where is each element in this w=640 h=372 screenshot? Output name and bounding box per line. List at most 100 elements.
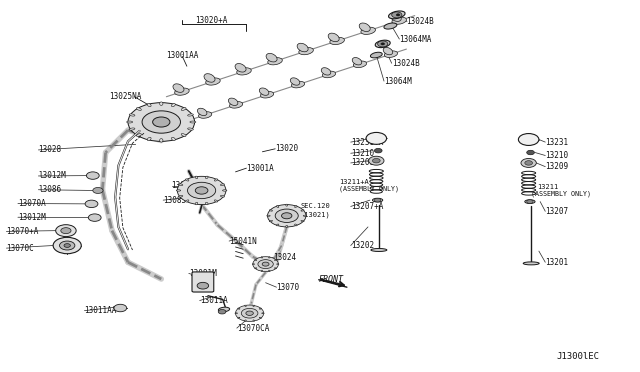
Ellipse shape [190,121,196,123]
Ellipse shape [237,308,240,309]
Text: 13070+A: 13070+A [6,227,39,236]
Ellipse shape [253,305,255,307]
Text: 13085: 13085 [163,196,186,205]
Text: 13070C: 13070C [6,244,34,253]
Ellipse shape [147,103,151,107]
Circle shape [396,14,400,16]
Ellipse shape [129,128,135,130]
Text: 13024: 13024 [273,253,296,262]
Text: 13024B: 13024B [392,59,419,68]
Text: SEC.120: SEC.120 [301,203,330,209]
Ellipse shape [525,200,535,203]
Text: 13064MA: 13064MA [399,35,432,44]
Ellipse shape [301,210,304,211]
Text: 13070: 13070 [276,283,300,292]
Ellipse shape [276,224,279,226]
Ellipse shape [294,224,297,226]
Ellipse shape [172,103,175,107]
Text: 13211+A: 13211+A [339,179,369,185]
Circle shape [372,158,380,163]
Ellipse shape [195,176,198,179]
Circle shape [86,172,99,179]
Ellipse shape [244,320,246,321]
Text: 13025N: 13025N [172,182,199,190]
Circle shape [236,305,264,321]
Circle shape [246,311,253,315]
Text: 13064M: 13064M [384,77,412,86]
Circle shape [88,214,101,221]
Ellipse shape [228,98,238,106]
Ellipse shape [359,23,370,32]
Ellipse shape [390,13,401,22]
Ellipse shape [235,313,237,314]
Text: J1300lEC: J1300lEC [557,352,600,361]
Ellipse shape [261,270,262,272]
Circle shape [366,132,387,144]
Circle shape [527,150,534,155]
Text: 13070CA: 13070CA [237,324,269,333]
Ellipse shape [291,78,300,85]
Circle shape [60,241,75,250]
Ellipse shape [147,137,151,141]
Text: 13011AA: 13011AA [84,306,117,315]
Ellipse shape [261,257,262,258]
Text: 13231+A: 13231+A [351,138,383,147]
Ellipse shape [136,108,141,110]
Ellipse shape [136,134,141,137]
Text: 13207+A: 13207+A [351,202,383,211]
Circle shape [527,200,533,203]
Ellipse shape [195,202,198,205]
Circle shape [369,156,384,165]
Circle shape [374,198,381,202]
Ellipse shape [388,11,405,19]
Ellipse shape [297,43,308,52]
Text: 13207: 13207 [545,207,568,216]
Ellipse shape [286,204,288,206]
Ellipse shape [372,198,383,202]
Ellipse shape [181,108,186,110]
Ellipse shape [198,112,212,118]
Circle shape [525,161,532,165]
Text: 13210: 13210 [545,151,568,160]
Text: 13211: 13211 [538,184,559,190]
Ellipse shape [269,220,273,222]
Ellipse shape [392,17,406,24]
Circle shape [56,225,76,237]
Ellipse shape [205,202,208,205]
Ellipse shape [375,40,390,48]
Ellipse shape [179,195,183,197]
Ellipse shape [244,305,246,307]
Text: 13202: 13202 [351,241,374,250]
Circle shape [282,213,292,219]
Ellipse shape [186,200,189,202]
Circle shape [64,244,70,247]
Ellipse shape [230,102,243,108]
Circle shape [61,228,71,234]
Circle shape [195,187,208,194]
Ellipse shape [276,206,279,208]
Text: 13020: 13020 [275,144,298,153]
Text: 13020+A: 13020+A [195,16,227,25]
Ellipse shape [159,102,163,105]
Text: l3012M: l3012M [38,171,66,180]
Circle shape [378,41,388,47]
Ellipse shape [188,128,193,130]
Text: (13021): (13021) [301,212,330,218]
Ellipse shape [523,262,539,265]
Text: (ASSEMBLY ONLY): (ASSEMBLY ONLY) [339,186,399,192]
Circle shape [374,148,382,153]
Ellipse shape [186,179,189,181]
Circle shape [262,262,269,266]
Ellipse shape [383,47,393,55]
Circle shape [128,103,195,141]
Ellipse shape [181,134,186,137]
Ellipse shape [218,307,230,312]
Circle shape [518,134,539,145]
Ellipse shape [176,190,180,191]
Ellipse shape [220,195,225,197]
Ellipse shape [197,108,207,116]
Ellipse shape [260,92,274,98]
Ellipse shape [352,58,362,65]
Ellipse shape [269,210,273,211]
Circle shape [177,176,226,205]
